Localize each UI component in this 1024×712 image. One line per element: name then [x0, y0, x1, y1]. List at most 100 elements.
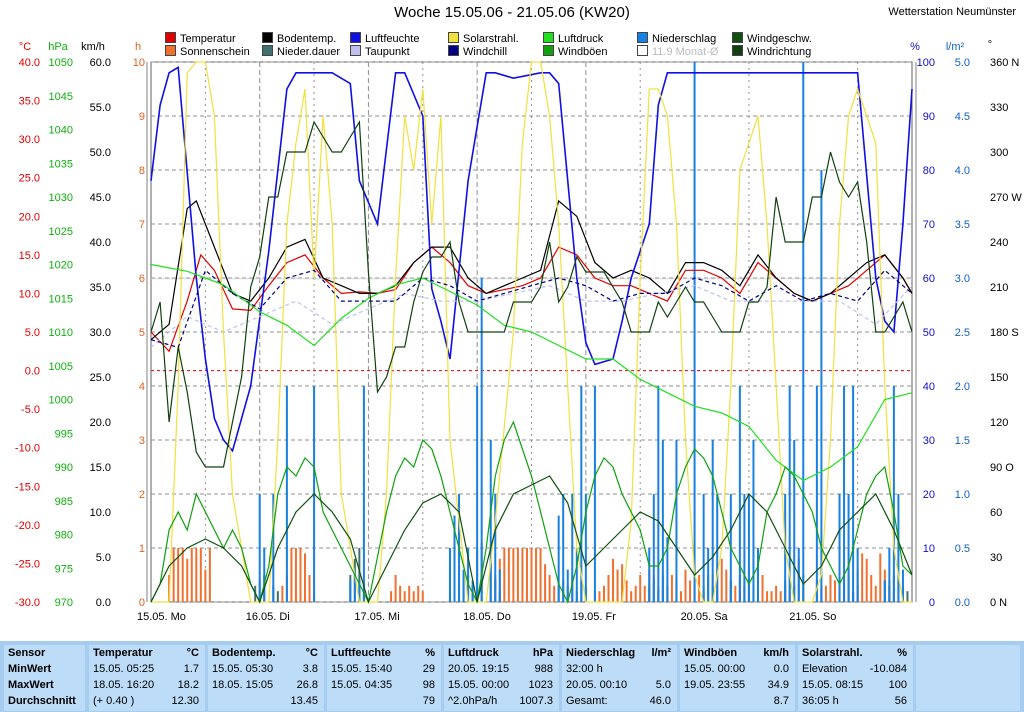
cell-value: 56 — [894, 695, 907, 707]
bar-sonnenschein — [181, 548, 184, 602]
bar-sonnenschein — [612, 558, 615, 602]
axis-tick-label: -20.0 — [15, 520, 40, 532]
axis-tick-label: 300 — [990, 147, 1008, 159]
axis-tick-label: 50 — [923, 327, 935, 339]
bar-sonnenschein — [186, 558, 189, 602]
bar-niederschlag — [901, 569, 904, 602]
column-unit: km/h — [763, 647, 789, 659]
bar-niederschlag — [448, 548, 451, 602]
cell-value: 100 — [888, 679, 907, 691]
bar-niederschlag — [571, 494, 574, 602]
station-name: Wetterstation Neumünster — [888, 6, 1016, 18]
bar-sonnenschein — [281, 585, 284, 602]
axis-tick-label: 2.5 — [955, 327, 970, 339]
cell-value: 8.7 — [773, 695, 789, 707]
bar-nieder-dauer — [906, 591, 909, 602]
line-luftfeuchte — [150, 66, 913, 453]
bar-niederschlag — [883, 580, 886, 602]
bar-niederschlag — [666, 537, 669, 602]
cell-label: 15.05. 00:00 — [448, 679, 510, 691]
axis-tick-label: 30.0 — [90, 327, 111, 339]
bar-niederschlag — [584, 494, 587, 602]
row-label: MaxWert — [8, 679, 54, 691]
axis-unit: °C — [19, 41, 31, 53]
bar-niederschlag — [494, 494, 497, 602]
legend-swatch — [448, 32, 459, 43]
legend-swatch — [262, 32, 273, 43]
legend-swatch — [543, 45, 554, 56]
bar-sonnenschein — [516, 548, 519, 602]
bar-niederschlag — [358, 580, 361, 602]
bar-sonnenschein — [403, 591, 406, 602]
axis-tick-label: 360 N — [990, 57, 1019, 69]
axis-tick-label: 50.0 — [90, 147, 111, 159]
axis-tick-label: 25.0 — [19, 173, 40, 185]
bar-sonnenschein — [602, 585, 605, 602]
axis-tick-label: 60 — [923, 273, 935, 285]
stat-column-luftfeuchte: Luftfeuchte% 15.05. 15:40 29 15.05. 04:35 98… — [327, 645, 441, 711]
bar-niederschlag — [815, 386, 818, 602]
bar-niederschlag — [471, 580, 474, 602]
legend-label: Nieder.dauer — [277, 46, 340, 58]
row-label: Durchschnitt — [8, 695, 76, 707]
bar-nieder-dauer — [276, 591, 279, 602]
cell-value: 46.0 — [649, 695, 671, 707]
bar-sonnenschein — [779, 591, 782, 602]
day-label: 20.05. Sa — [681, 611, 729, 623]
axis-tick-label: 120 — [990, 417, 1008, 429]
axis-tick-label: -30.0 — [15, 597, 40, 609]
axis-tick-label: 1030 — [49, 192, 73, 204]
axis-tick-label: 985 — [55, 496, 73, 508]
bar-sonnenschein — [720, 558, 723, 602]
bar-niederschlag — [852, 386, 855, 602]
axis-tick-label: 40.0 — [19, 57, 40, 69]
legend-label: Niederschlag — [652, 33, 717, 45]
axis-tick-label: 1035 — [49, 158, 73, 170]
axis-tick-label: 0.0 — [96, 597, 111, 609]
cell-value: 3.8 — [302, 663, 318, 675]
axis-tick-label: 330 — [990, 102, 1008, 114]
cell-label: 32:00 h — [566, 663, 603, 675]
bar-sonnenschein — [544, 564, 547, 602]
legend-item: Windchill — [448, 45, 507, 58]
day-label: 17.05. Mi — [354, 611, 399, 623]
bar-sonnenschein — [833, 580, 836, 602]
axis-tick-label: 1015 — [49, 293, 73, 305]
legend-item: Windgeschw. — [732, 32, 812, 45]
bar-sonnenschein — [190, 548, 193, 602]
axis-tick-label: 10.0 — [90, 507, 111, 519]
axis-tick-label: 1020 — [49, 260, 73, 272]
cell-label: 20.05. 00:10 — [566, 679, 628, 691]
chart-title: Woche 15.05.06 - 21.05.06 (KW20) — [394, 4, 630, 21]
cell-label: 19.05. 23:55 — [684, 679, 746, 691]
bar-sonnenschein — [525, 548, 528, 602]
stat-column-temperatur: Temperatur °C 15.05. 05:25 1.7 18.05. 16:20 1… — [89, 645, 205, 711]
bar-niederschlag — [362, 386, 365, 602]
cell-value: 12.30 — [171, 695, 199, 707]
bar-niederschlag — [897, 494, 900, 602]
bar-niederschlag — [285, 386, 288, 602]
axis-tick-label: 0.0 — [25, 366, 40, 378]
bar-sonnenschein — [607, 575, 610, 602]
line-luftdruck — [150, 263, 913, 482]
bar-sonnenschein — [204, 569, 207, 602]
bar-niederschlag — [707, 548, 710, 602]
bar-sonnenschein — [417, 585, 420, 602]
bar-sonnenschein — [308, 575, 311, 602]
bar-niederschlag — [575, 548, 578, 602]
bar-sonnenschein — [512, 548, 515, 602]
legend-swatch — [543, 32, 554, 43]
legend-item: Windrichtung — [732, 45, 811, 58]
bar-sonnenschein — [634, 585, 637, 602]
axis-tick-label: 7 — [139, 219, 145, 231]
axis-tick-label: 9 — [139, 111, 145, 123]
column-header: Bodentemp. — [212, 647, 276, 659]
legend-label: Luftfeuchte — [365, 33, 420, 45]
bar-sonnenschein — [630, 591, 633, 602]
axis-tick-label: 1025 — [49, 226, 73, 238]
bar-sonnenschein — [679, 591, 682, 602]
bar-niederschlag — [593, 386, 596, 602]
column-unit: °C — [305, 647, 318, 659]
axis-tick-label: 975 — [55, 563, 73, 575]
axis-tick-label: 30.0 — [19, 134, 40, 146]
